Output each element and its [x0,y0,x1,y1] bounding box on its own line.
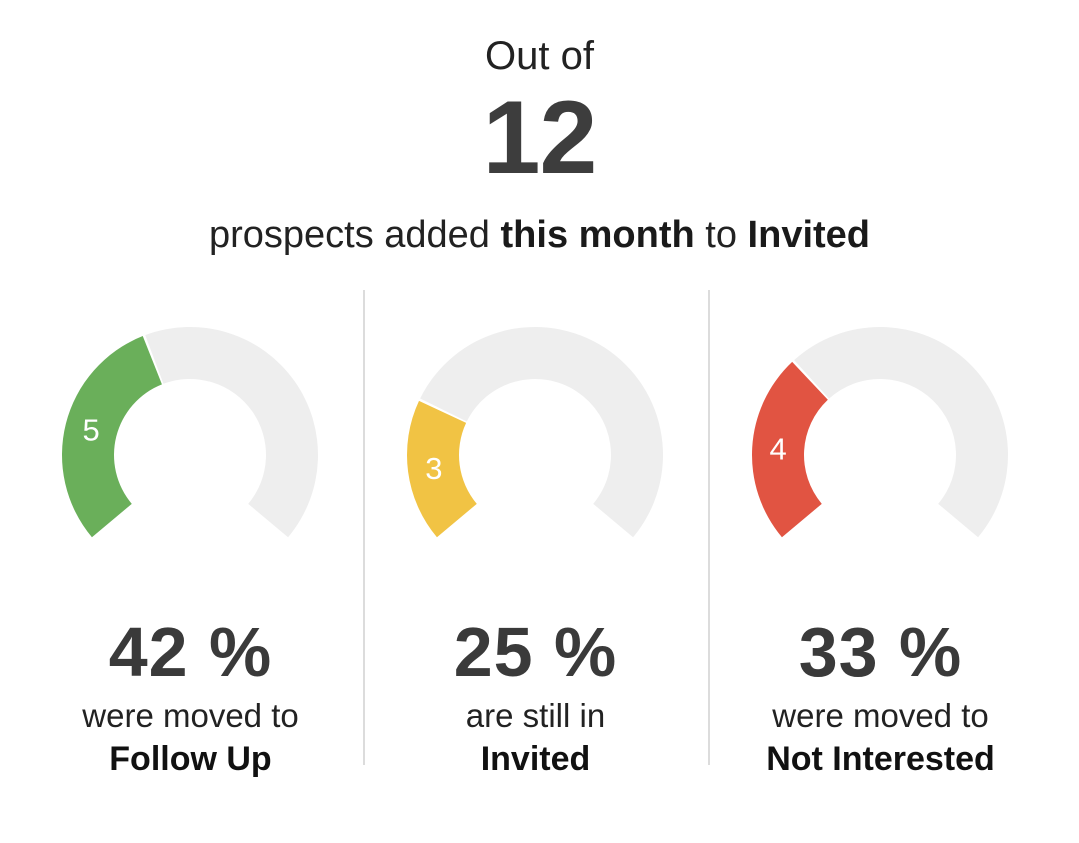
gauge-panel-follow-up: 5 42 % were moved to Follow Up [18,300,363,800]
gauge-chart: 5 [18,300,363,560]
gauge-count-label: 3 [425,451,442,486]
percent-description: were moved to [772,697,989,734]
gauge-fill-arc [407,400,477,538]
summary-prefix: prospects added [208,214,490,256]
gauge-svg: 3 [407,326,663,538]
target-stage: Not Interested [766,740,995,778]
out-of-label: Out of [485,34,594,78]
gauge-chart: 3 [363,300,708,560]
column-divider [363,290,365,765]
percent-value: 33 % [798,613,963,691]
summary-period: this month [500,214,695,256]
percent-description: were moved to [82,697,299,734]
gauge-svg: 5 [61,327,318,538]
gauge-fill-arc [752,361,828,538]
target-stage: Invited [480,740,591,778]
gauge-track [794,327,1008,538]
percent-value: 25 % [453,613,618,691]
percent-value: 42 % [108,613,273,691]
gauge-panel-invited: 3 25 % are still in Invited [363,300,708,800]
total-count: 12 [482,80,598,196]
column-divider [708,290,710,765]
gauge-chart: 4 [708,300,1053,560]
summary-stage: Invited [747,214,871,256]
percent-description: are still in [465,697,606,734]
summary-to: to [705,214,737,256]
gauge-track [420,326,663,538]
gauge-svg: 4 [752,327,1008,538]
summary-header: Out of 12 prospects added this month to … [0,30,1079,260]
gauge-count-label: 5 [82,413,99,448]
gauge-track [145,327,318,538]
gauge-fill-arc [61,336,162,538]
gauge-panel-not-interested: 4 33 % were moved to Not Interested [708,300,1053,800]
target-stage: Follow Up [109,740,272,778]
gauge-count-label: 4 [770,432,787,467]
summary-line: prospects added this month to Invited [0,210,1079,260]
